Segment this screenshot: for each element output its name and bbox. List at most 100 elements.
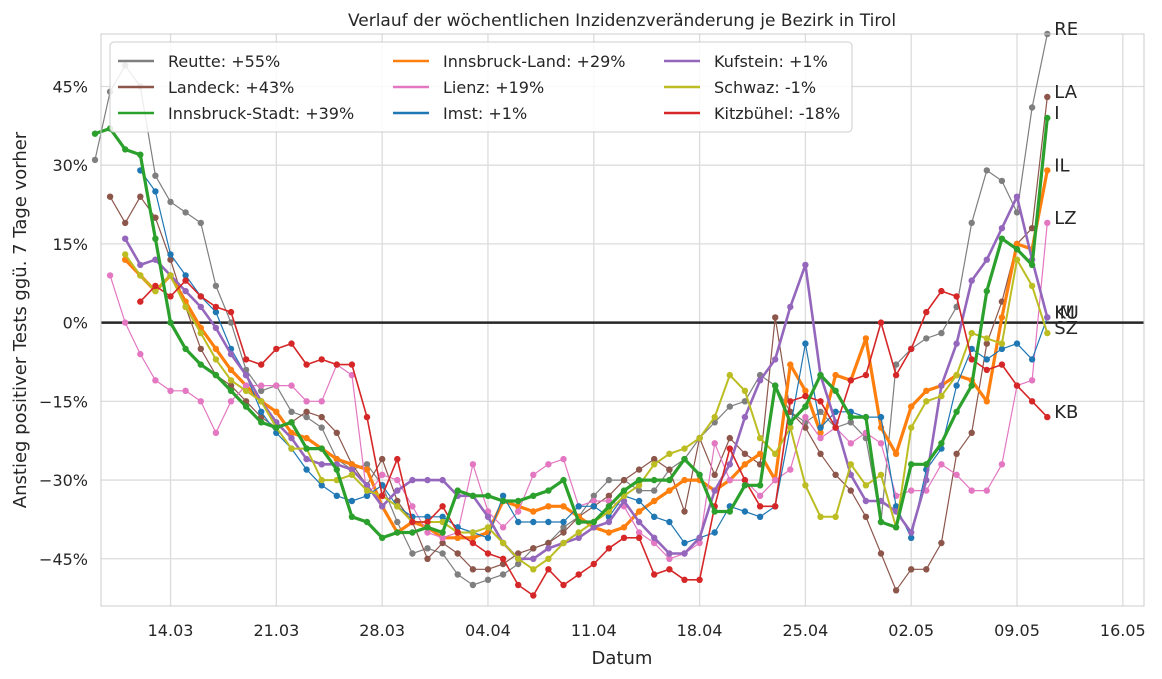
data-point bbox=[756, 503, 764, 510]
data-point bbox=[666, 450, 673, 457]
data-point bbox=[137, 151, 144, 158]
data-point bbox=[484, 513, 492, 520]
data-point bbox=[182, 345, 189, 353]
x-tick-label: 04.04 bbox=[465, 621, 511, 640]
data-point bbox=[590, 497, 597, 505]
data-point bbox=[515, 550, 522, 557]
data-point bbox=[666, 518, 673, 526]
data-point bbox=[394, 518, 401, 526]
data-point bbox=[273, 345, 280, 353]
data-point bbox=[923, 566, 930, 573]
data-point bbox=[258, 398, 265, 405]
data-point bbox=[379, 534, 386, 541]
data-point bbox=[439, 534, 446, 541]
legend-entry: Innsbruck-Land: +29% bbox=[443, 52, 626, 71]
data-point bbox=[862, 371, 870, 379]
data-point bbox=[681, 576, 688, 583]
data-point bbox=[832, 471, 839, 478]
data-point bbox=[242, 403, 250, 410]
data-point bbox=[394, 497, 401, 505]
data-point bbox=[182, 387, 189, 394]
legend-entry: Reutte: +55% bbox=[168, 52, 280, 71]
data-point bbox=[167, 293, 174, 300]
data-point bbox=[1028, 377, 1036, 384]
data-point bbox=[847, 440, 854, 447]
data-point bbox=[560, 524, 567, 531]
data-point bbox=[560, 529, 567, 536]
data-point bbox=[227, 350, 235, 358]
data-point bbox=[91, 130, 99, 137]
data-point bbox=[137, 350, 144, 358]
data-point bbox=[862, 513, 870, 520]
data-point bbox=[152, 287, 159, 295]
data-point bbox=[923, 387, 930, 394]
data-point bbox=[756, 434, 764, 442]
data-point bbox=[560, 476, 567, 484]
data-point bbox=[756, 492, 764, 499]
data-point bbox=[484, 550, 492, 557]
data-point bbox=[651, 539, 658, 547]
data-point bbox=[877, 518, 885, 526]
data-point bbox=[424, 518, 431, 526]
data-point bbox=[258, 382, 265, 389]
data-point bbox=[530, 471, 537, 478]
data-point bbox=[258, 361, 265, 368]
data-point bbox=[348, 471, 356, 478]
data-point bbox=[817, 450, 824, 457]
data-point bbox=[1028, 282, 1036, 290]
data-point bbox=[152, 188, 159, 195]
data-point bbox=[923, 308, 930, 316]
data-point bbox=[515, 560, 522, 568]
data-point bbox=[817, 408, 824, 415]
data-point bbox=[212, 371, 220, 379]
data-point bbox=[620, 534, 628, 541]
data-point bbox=[862, 482, 870, 489]
data-point bbox=[787, 466, 794, 473]
data-point bbox=[681, 455, 688, 463]
data-point bbox=[983, 256, 990, 263]
data-point bbox=[288, 434, 295, 442]
data-point bbox=[348, 466, 356, 473]
data-point bbox=[772, 450, 779, 457]
data-point bbox=[484, 524, 492, 531]
data-point bbox=[137, 272, 144, 279]
data-point bbox=[530, 545, 537, 552]
data-point bbox=[499, 524, 507, 531]
data-point bbox=[122, 251, 129, 258]
data-point bbox=[575, 518, 582, 526]
data-point bbox=[590, 503, 597, 510]
data-point bbox=[635, 487, 643, 494]
data-point bbox=[923, 335, 930, 342]
data-point bbox=[787, 361, 794, 368]
data-point bbox=[424, 524, 431, 531]
data-point bbox=[651, 534, 658, 541]
plot-frame bbox=[100, 33, 1145, 607]
data-point bbox=[590, 518, 597, 526]
data-point bbox=[454, 529, 461, 536]
data-point bbox=[802, 340, 809, 347]
data-point bbox=[469, 539, 477, 547]
data-point bbox=[288, 429, 295, 436]
data-point bbox=[741, 508, 749, 515]
data-point bbox=[847, 487, 854, 494]
data-point bbox=[167, 387, 174, 394]
data-point bbox=[938, 461, 945, 468]
data-point bbox=[348, 361, 356, 368]
data-point bbox=[651, 461, 658, 468]
y-tick-label: 15% bbox=[52, 235, 88, 254]
data-point bbox=[167, 251, 174, 258]
data-point bbox=[847, 413, 854, 421]
legend-entry: Imst: +1% bbox=[443, 104, 527, 123]
data-point bbox=[605, 518, 613, 526]
data-point bbox=[802, 413, 809, 421]
data-point bbox=[666, 487, 673, 494]
data-point bbox=[938, 539, 945, 547]
data-point bbox=[635, 518, 643, 526]
data-point bbox=[862, 497, 870, 505]
data-point bbox=[469, 492, 477, 499]
data-point bbox=[847, 419, 854, 426]
data-point bbox=[651, 487, 658, 494]
data-point bbox=[968, 429, 975, 436]
y-tick-label: −45% bbox=[39, 550, 88, 569]
data-point bbox=[802, 392, 809, 400]
